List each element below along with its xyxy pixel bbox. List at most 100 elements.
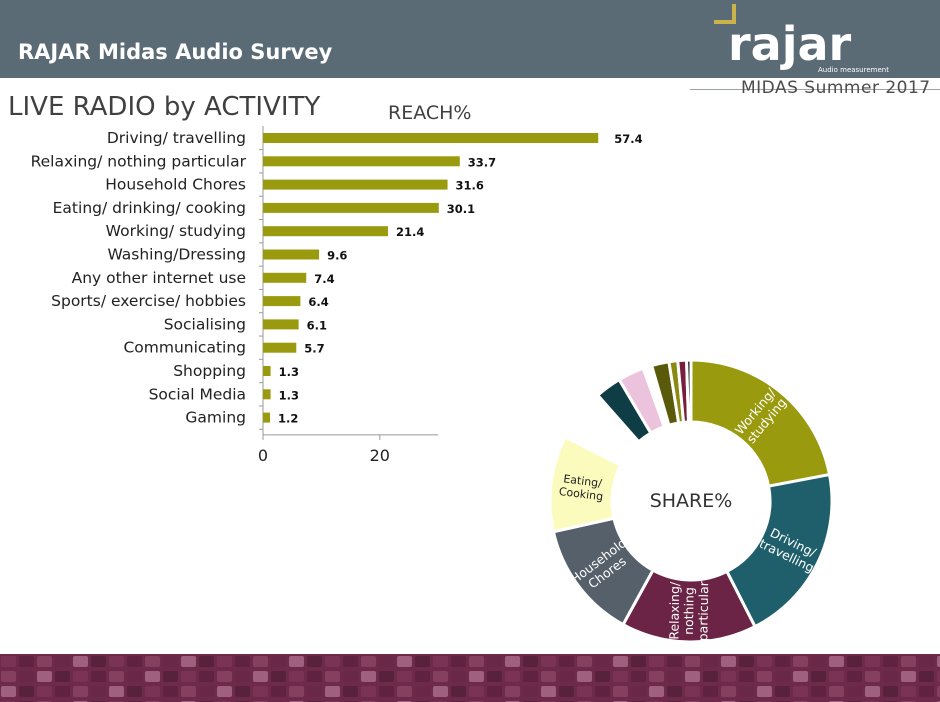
footer-tile <box>1 656 16 667</box>
footer-tile <box>793 656 808 667</box>
footer-tile <box>127 671 142 682</box>
footer-tile <box>271 671 286 682</box>
footer-tile <box>343 656 358 667</box>
footer-tile <box>127 686 142 697</box>
footer-tile <box>559 686 574 697</box>
bar <box>263 366 271 376</box>
footer-tile <box>541 671 556 682</box>
bar <box>263 226 388 237</box>
footer-tile <box>721 671 736 682</box>
footer-tile <box>199 686 214 697</box>
bar-value-label: 31.6 <box>456 179 484 193</box>
survey-period: MIDAS Summer 2017 <box>741 78 931 98</box>
footer-tile <box>937 686 940 697</box>
footer-tile <box>721 656 736 667</box>
footer-tile <box>397 671 412 682</box>
donut-center-title: SHARE% <box>650 490 733 512</box>
category-label: Socialising <box>164 315 246 333</box>
footer-tile <box>649 671 664 682</box>
footer-tile <box>667 656 682 667</box>
footer-tile <box>739 686 754 697</box>
footer-tile <box>379 656 394 667</box>
footer-tile <box>19 656 34 667</box>
footer-tile <box>577 686 592 697</box>
footer-tile <box>181 656 196 667</box>
footer-pattern <box>0 654 940 702</box>
footer-tile <box>253 671 268 682</box>
category-label: Household Chores <box>105 176 246 194</box>
footer-tile <box>811 686 826 697</box>
bar <box>263 179 448 190</box>
rajar-logo: rajar Audio measurement <box>714 4 889 74</box>
footer-tile <box>235 671 250 682</box>
footer-tile <box>919 686 934 697</box>
footer-tile <box>523 671 538 682</box>
footer-tile <box>91 686 106 697</box>
footer-tile <box>325 671 340 682</box>
bar <box>263 202 439 213</box>
footer-tile <box>613 656 628 667</box>
footer-tile <box>289 671 304 682</box>
footer-tile <box>541 656 556 667</box>
footer-tile <box>847 671 862 682</box>
footer-tile <box>307 671 322 682</box>
footer-tile <box>217 671 232 682</box>
footer-tile <box>271 686 286 697</box>
footer-tile <box>325 686 340 697</box>
footer-tile <box>721 686 736 697</box>
category-label: Eating/ drinking/ cooking <box>53 199 246 217</box>
footer-tile <box>775 671 790 682</box>
header-bar: RAJAR Midas Audio Survey rajar Audio mea… <box>0 0 940 78</box>
bar-value-label: 6.4 <box>308 295 328 309</box>
bar <box>263 156 460 167</box>
footer-tile <box>181 686 196 697</box>
footer-tile <box>649 686 664 697</box>
footer-tile <box>667 686 682 697</box>
footer-tile <box>631 671 646 682</box>
footer-tile <box>145 671 160 682</box>
logo-subtext: Audio measurement <box>818 66 889 74</box>
footer-tile <box>109 686 124 697</box>
footer-tile <box>505 686 520 697</box>
bar-value-label: 30.1 <box>447 202 475 216</box>
footer-tile <box>793 671 808 682</box>
footer-tile <box>469 656 484 667</box>
footer-tile <box>919 656 934 667</box>
footer-tile <box>901 656 916 667</box>
footer-tile <box>469 671 484 682</box>
footer-tile <box>379 671 394 682</box>
footer-tile <box>865 671 880 682</box>
bar-value-label: 57.4 <box>614 132 642 146</box>
footer-tile <box>91 656 106 667</box>
footer-tile <box>793 686 808 697</box>
footer-tile <box>361 671 376 682</box>
footer-tile <box>487 656 502 667</box>
footer-tile <box>523 686 538 697</box>
footer-tile <box>163 656 178 667</box>
footer-tile <box>811 671 826 682</box>
bar-value-label: 21.4 <box>396 225 424 239</box>
footer-tile <box>631 686 646 697</box>
donut-slice <box>724 472 834 629</box>
bar <box>263 249 320 260</box>
footer-tile <box>343 686 358 697</box>
bar <box>263 319 299 330</box>
footer-tile <box>235 686 250 697</box>
category-label: Relaxing/ nothing particular <box>31 152 247 170</box>
footer-tile <box>703 656 718 667</box>
footer-tile <box>613 686 628 697</box>
category-label: Shopping <box>173 362 246 380</box>
footer-tile <box>37 656 52 667</box>
footer-tile <box>235 656 250 667</box>
bar <box>263 342 297 353</box>
share-donut-chart: Working/studyingDriving/travellingRelaxi… <box>548 358 834 644</box>
footer-tile <box>685 656 700 667</box>
footer-tile <box>163 671 178 682</box>
footer-tile <box>883 656 898 667</box>
footer-tile <box>361 686 376 697</box>
donut-slice-label: Relaxing/nothingparticular <box>666 580 711 642</box>
footer-tile <box>757 656 772 667</box>
category-label: Working/ studying <box>106 222 246 240</box>
bar <box>263 133 599 143</box>
footer-tile <box>811 656 826 667</box>
